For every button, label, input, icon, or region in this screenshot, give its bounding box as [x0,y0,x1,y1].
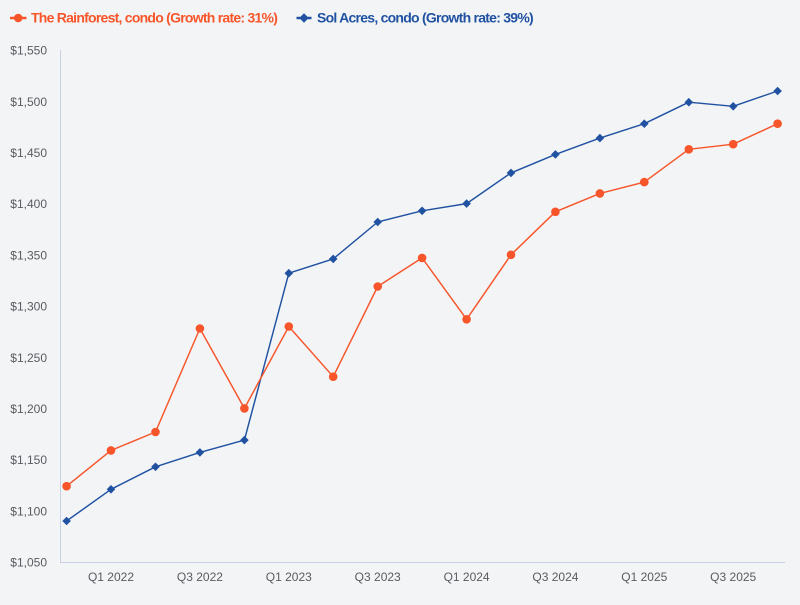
svg-text:Q3 2024: Q3 2024 [532,570,578,584]
svg-text:Q1 2024: Q1 2024 [444,570,490,584]
svg-text:Q3 2023: Q3 2023 [355,570,401,584]
svg-text:Q1 2023: Q1 2023 [266,570,312,584]
svg-text:$1,300: $1,300 [10,300,47,314]
svg-text:Q3 2022: Q3 2022 [177,570,223,584]
svg-text:$1,150: $1,150 [10,453,47,467]
svg-text:The Rainforest, condo (Growth: The Rainforest, condo (Growth rate: 31%) [31,10,277,26]
svg-text:$1,200: $1,200 [10,402,47,416]
svg-text:Q1 2022: Q1 2022 [88,570,134,584]
svg-text:$1,050: $1,050 [10,556,47,570]
svg-text:$1,350: $1,350 [10,248,47,262]
svg-text:Q3 2025: Q3 2025 [710,570,756,584]
svg-text:$1,400: $1,400 [10,197,47,211]
svg-text:Q1 2025: Q1 2025 [621,570,667,584]
svg-text:Sol Acres, condo (Growth rate:: Sol Acres, condo (Growth rate: 39%) [317,10,533,26]
svg-text:$1,500: $1,500 [10,95,47,109]
svg-text:$1,450: $1,450 [10,146,47,160]
svg-text:$1,250: $1,250 [10,351,47,365]
svg-text:$1,550: $1,550 [10,44,47,58]
svg-text:$1,100: $1,100 [10,504,47,518]
